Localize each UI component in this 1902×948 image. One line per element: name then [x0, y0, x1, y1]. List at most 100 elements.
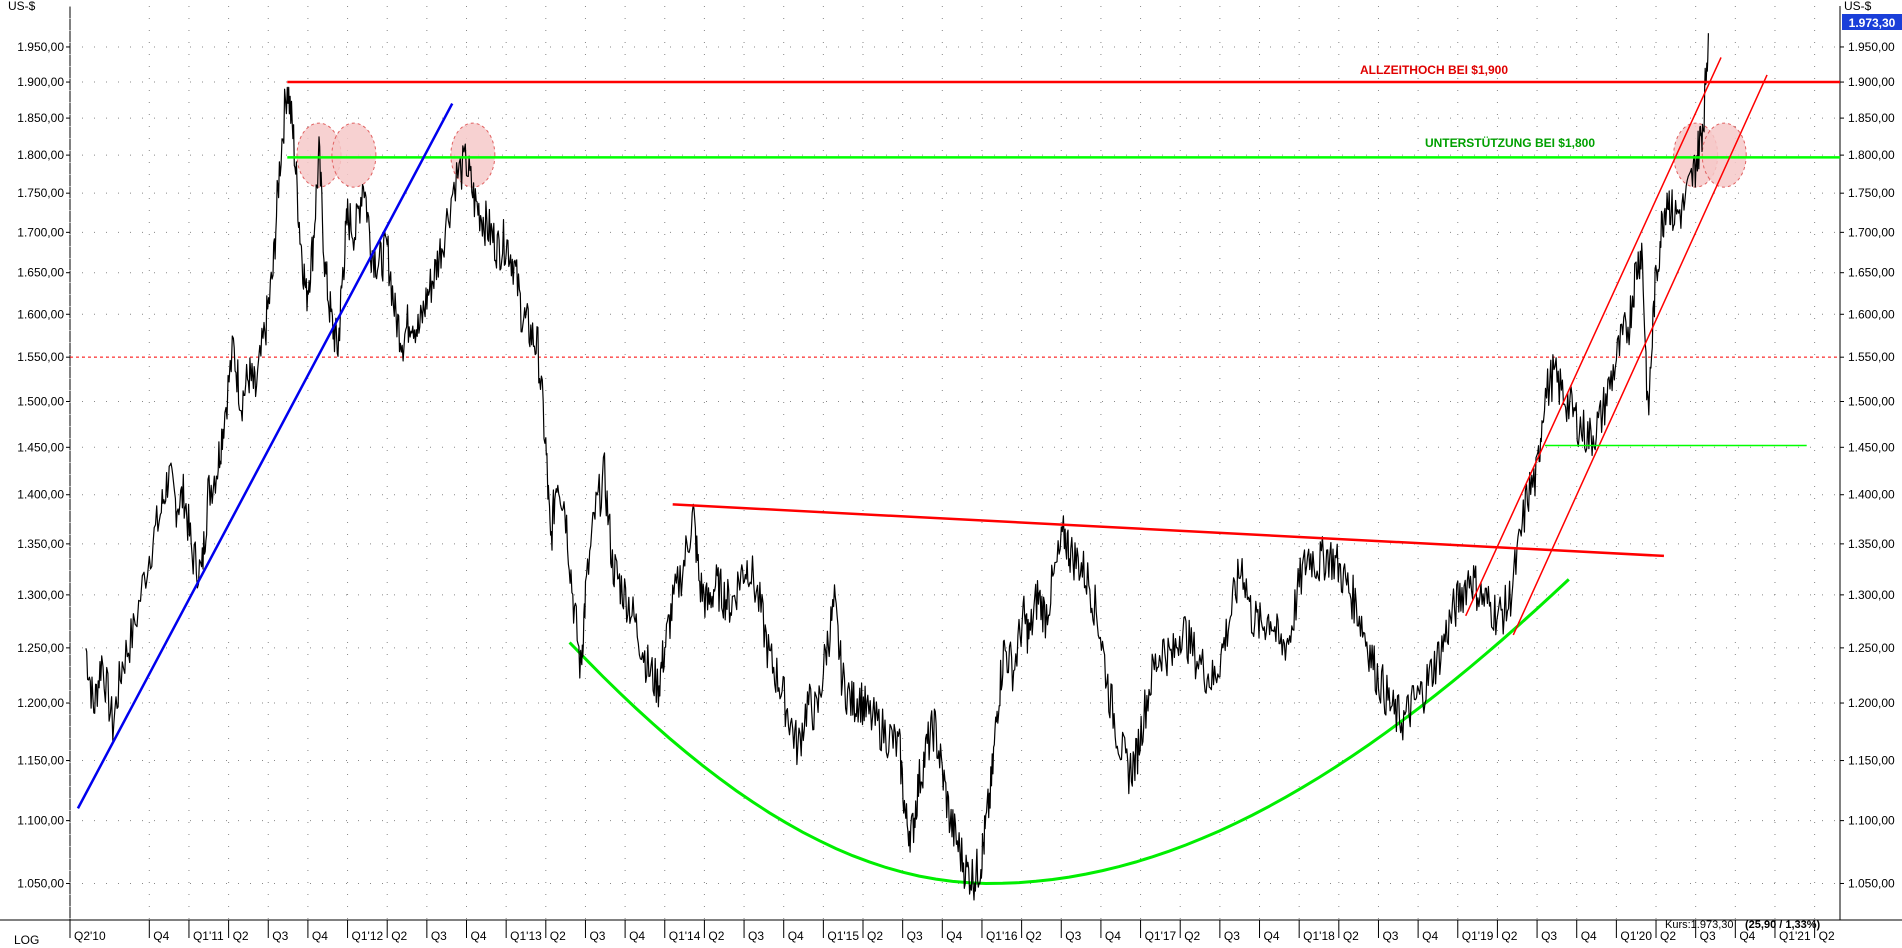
x-tick-label: Q4 — [788, 929, 804, 943]
scale-label: LOG — [14, 933, 39, 947]
y-tick-label-left: 1.800,00 — [17, 148, 64, 162]
x-tick-label: Q4 — [312, 929, 328, 943]
y-tick-label-right: 1.500,00 — [1848, 394, 1895, 408]
x-tick-label: Q3 — [1700, 929, 1716, 943]
y-axis-left: 1.050,00 1.100,00 1.150,00 1.200,00 1.250,00… — [17, 40, 70, 890]
x-tick-label: Q2 — [1184, 929, 1200, 943]
x-tick-label: Q1'11 — [193, 929, 224, 943]
x-tick-label: Q4 — [1581, 929, 1597, 943]
y-tick-label-left: 1.050,00 — [17, 876, 64, 890]
x-tick-label: Q3 — [1382, 929, 1398, 943]
x-tick-label: Q2 — [1819, 929, 1835, 943]
y-tick-label-right: 1.900,00 — [1848, 75, 1895, 89]
x-axis: Q2'10 Q4 Q1'11 Q2 Q3 Q4 Q1'12 Q2 Q3 Q4 Q1'13 Q2 Q3 Q4… — [69, 920, 1835, 943]
x-tick-label: Q1'15 — [827, 929, 859, 943]
x-tick-label: Q2 — [867, 929, 883, 943]
y-tick-label-right: 1.600,00 — [1848, 307, 1895, 321]
price-series — [85, 33, 1709, 901]
y-tick-label-left: 1.350,00 — [17, 537, 64, 551]
top-highlight-circle — [1701, 122, 1747, 188]
y-tick-label-right: 1.050,00 — [1848, 876, 1895, 890]
y-tick-label-right: 1.450,00 — [1848, 440, 1895, 454]
y-tick-label-right: 1.300,00 — [1848, 588, 1895, 602]
x-tick-label: Q1'18 — [1303, 929, 1335, 943]
y-tick-label-left: 1.450,00 — [17, 440, 64, 454]
x-tick-label: Q3 — [431, 929, 447, 943]
y-tick-label-left: 1.150,00 — [17, 754, 64, 768]
y-unit-left: US-$ — [8, 0, 36, 13]
y-tick-label-left: 1.900,00 — [17, 75, 64, 89]
x-tick-label: Q4 — [1264, 929, 1280, 943]
x-tick-label: Q2 — [550, 929, 566, 943]
resistance-line — [672, 503, 1665, 558]
y-tick-label-left: 1.400,00 — [17, 488, 64, 502]
x-tick-label: Q3 — [748, 929, 764, 943]
y-tick-label-left: 1.950,00 — [17, 40, 64, 54]
rounding-bottom-arc — [568, 578, 1570, 886]
y-tick-label-left: 1.650,00 — [17, 266, 64, 280]
y-tick-label-right: 1.400,00 — [1848, 488, 1895, 502]
x-tick-label: Q2 — [1026, 929, 1042, 943]
x-tick-label: Q3 — [1541, 929, 1557, 943]
x-tick-label: Q1'17 — [1145, 929, 1177, 943]
x-tick-label: Q3 — [589, 929, 605, 943]
x-tick-label: Q4 — [1739, 929, 1755, 943]
x-tick-label: Q3 — [1065, 929, 1081, 943]
x-tick-label: Q4 — [1105, 929, 1121, 943]
x-tick-label: Q2 — [1501, 929, 1517, 943]
uptrend-line-blue — [76, 102, 454, 809]
y-unit-right: US-$ — [1844, 0, 1872, 13]
y-tick-label-right: 1.100,00 — [1848, 814, 1895, 828]
x-tick-label: Q2 — [391, 929, 407, 943]
y-tick-label-right: 1.350,00 — [1848, 537, 1895, 551]
overlays-back — [70, 122, 1840, 886]
y-tick-label-left: 1.200,00 — [17, 696, 64, 710]
y-tick-label-right: 1.250,00 — [1848, 641, 1895, 655]
y-tick-label-right: 1.200,00 — [1848, 696, 1895, 710]
y-tick-label-right: 1.800,00 — [1848, 148, 1895, 162]
y-tick-label-right: 1.550,00 — [1848, 350, 1895, 364]
x-tick-label: Q1'21 — [1779, 929, 1811, 943]
x-tick-label: Q4 — [153, 929, 169, 943]
y-tick-label-left: 1.100,00 — [17, 814, 64, 828]
y-tick-label-right: 1.750,00 — [1848, 186, 1895, 200]
x-tick-label: Q2 — [1343, 929, 1359, 943]
y-tick-label-right: 1.150,00 — [1848, 754, 1895, 768]
y-tick-label-left: 1.500,00 — [17, 394, 64, 408]
ath-annotation: ALLZEITHOCH BEI $1,900 — [1360, 63, 1508, 77]
gold-price-line — [85, 33, 1709, 901]
top-highlight-circle — [331, 122, 377, 188]
x-tick-label: Q2 — [708, 929, 724, 943]
y-tick-label-left: 1.600,00 — [17, 307, 64, 321]
x-tick-label: Q1'13 — [510, 929, 542, 943]
grid — [0, 6, 1902, 921]
kurs-value: Kurs:1.973,30 — [1665, 919, 1734, 931]
y-tick-label-left: 1.700,00 — [17, 225, 64, 239]
y-tick-label-left: 1.250,00 — [17, 641, 64, 655]
y-tick-label-left: 1.550,00 — [17, 350, 64, 364]
y-tick-label-right: 1.650,00 — [1848, 266, 1895, 280]
support-annotation: UNTERSTÜTZUNG BEI $1,800 — [1425, 135, 1595, 150]
x-tick-label: Q1'16 — [986, 929, 1018, 943]
x-tick-label: Q3 — [907, 929, 923, 943]
channel-lower-line — [1512, 74, 1768, 636]
y-tick-label-right: 1.850,00 — [1848, 111, 1895, 125]
y-tick-label-left: 1.300,00 — [17, 588, 64, 602]
x-tick-label: Q4 — [471, 929, 487, 943]
y-axis-right: 1.050,00 1.100,00 1.150,00 1.200,00 1.250,00… — [1840, 40, 1895, 890]
last-price-label: 1.973,30 — [1849, 16, 1896, 30]
x-tick-label: Q4 — [946, 929, 962, 943]
x-tick-label: Q1'19 — [1462, 929, 1494, 943]
x-tick-label: Q2 — [233, 929, 249, 943]
x-tick-label: Q4 — [1422, 929, 1438, 943]
x-tick-label: Q1'20 — [1620, 929, 1652, 943]
last-price-box — [1842, 14, 1902, 30]
x-tick-label: Q1'14 — [669, 929, 701, 943]
y-tick-label-left: 1.750,00 — [17, 186, 64, 200]
x-tick-label: Q4 — [629, 929, 645, 943]
overlays-front — [76, 57, 1840, 809]
x-tick-label: Q3 — [1224, 929, 1240, 943]
kurs-change: (25,90 / 1,33%) — [1745, 919, 1821, 931]
channel-upper-line — [1465, 57, 1722, 617]
